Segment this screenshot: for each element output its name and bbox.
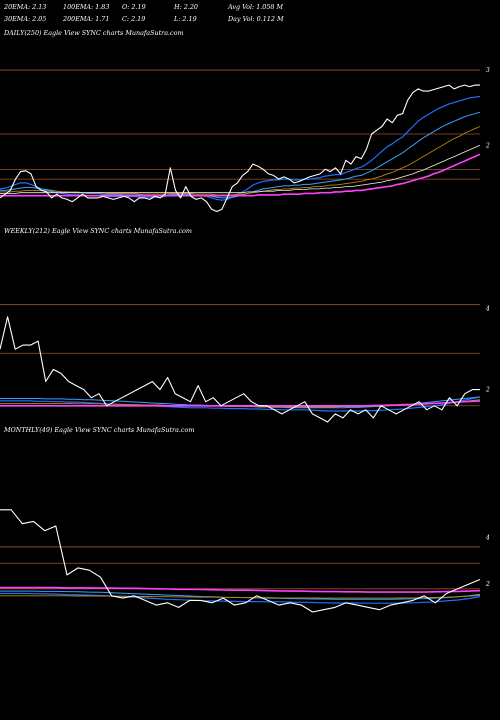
monthly-y-tick-0: 4: [485, 535, 490, 542]
stat-day-vol: Day Vol: 0.112 M: [227, 15, 284, 23]
weekly-ema-magenta-line: [0, 400, 481, 407]
weekly-y-tick-1: 2: [485, 387, 490, 394]
stat-ema30: 30EMA: 2.05: [4, 15, 46, 23]
header-stats: 20EMA: 2.13 100EMA: 1.83 O: 2.19 H: 2.20…: [3, 3, 284, 23]
weekly-price-line: [0, 316, 480, 423]
monthly-ema-magenta-line: [0, 586, 481, 593]
stat-ema200: 200EMA: 1.71: [62, 15, 109, 23]
stat-open: O: 2.19: [122, 3, 146, 11]
stat-ema100: 100EMA: 1.83: [63, 3, 109, 11]
weekly-ema-fast-line: [0, 396, 481, 412]
stat-low: L: 2.19: [173, 15, 197, 23]
monthly-panel-label: MONTHLY(49) Eagle View SYNC charts Munaf…: [3, 426, 194, 434]
monthly-price-line: [0, 509, 481, 613]
daily-panel-label: DAILY(250) Eagle View SYNC charts Munafa…: [3, 29, 184, 37]
daily-panel: 32: [0, 67, 490, 213]
stat-high: H: 2.20: [173, 3, 198, 11]
daily-ema-long-line: [0, 144, 481, 194]
weekly-panel: 42: [0, 304, 490, 423]
daily-price-line: [0, 84, 480, 213]
stat-ema20: 20EMA: 2.13: [3, 3, 46, 11]
monthly-ema-mid-line: [0, 595, 481, 599]
daily-ema-mid-line: [0, 126, 481, 196]
weekly-y-tick-0: 4: [485, 306, 490, 313]
daily-y-tick-1: 2: [485, 142, 490, 149]
stat-avg-vol: Avg Vol: 1.058 M: [227, 3, 284, 11]
stat-close: C: 2.19: [122, 15, 145, 23]
daily-y-tick-0: 3: [486, 67, 490, 74]
weekly-panel-label: WEEKLY(212) Eagle View SYNC charts Munaf…: [4, 227, 192, 235]
monthly-panel: 42: [0, 509, 490, 613]
monthly-y-tick-1: 2: [485, 581, 490, 588]
